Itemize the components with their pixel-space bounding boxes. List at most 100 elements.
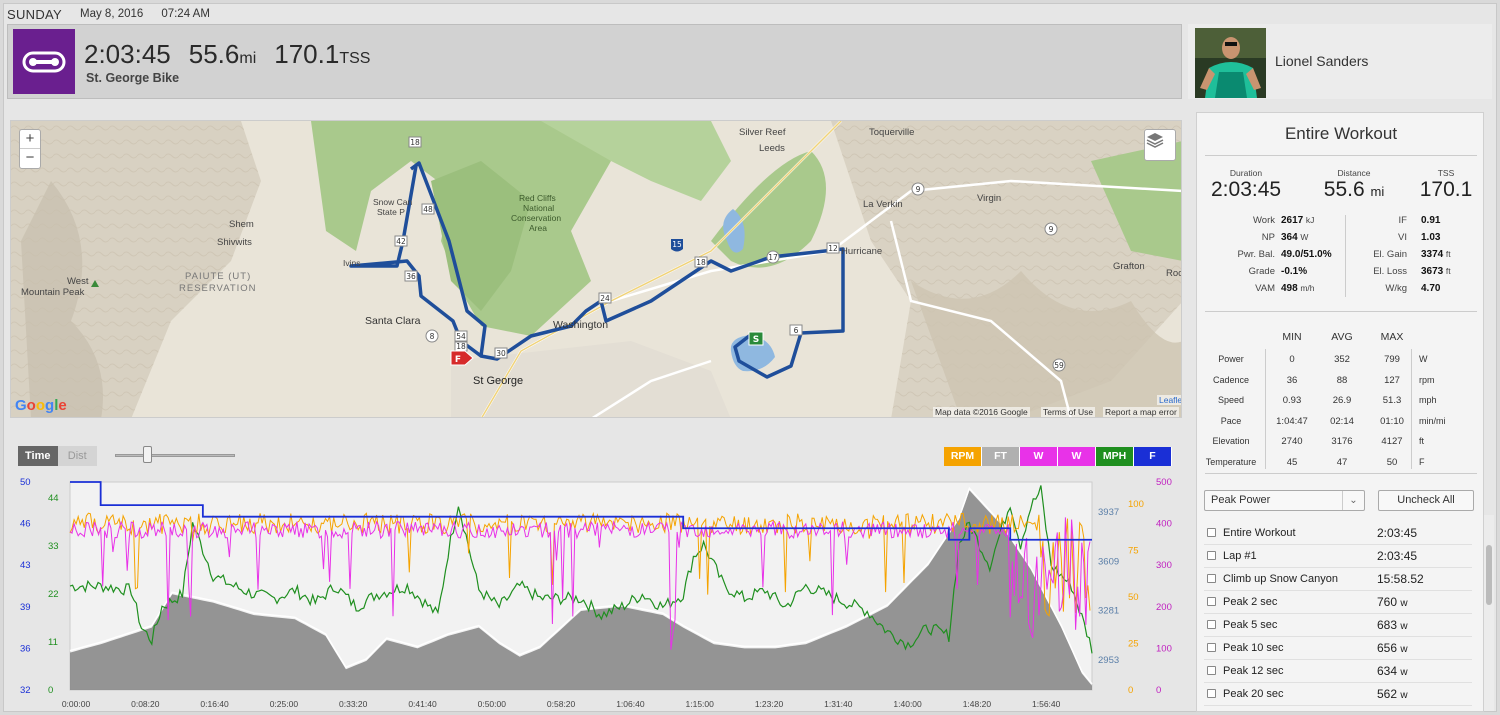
range-checkbox[interactable] [1207, 643, 1216, 652]
metric-max: 50 [1386, 456, 1398, 468]
range-value: 15:58.52 [1377, 572, 1424, 586]
smoothing-slider-track[interactable] [115, 454, 235, 457]
range-checkbox[interactable] [1207, 574, 1216, 583]
range-name: Peak 10 sec [1223, 642, 1284, 654]
metric-avg: 47 [1336, 456, 1348, 468]
svg-text:F: F [455, 355, 461, 365]
stat-label: W/kg [1385, 283, 1407, 294]
axis-cadence-tick: 100 [1128, 499, 1144, 510]
map-label: Virgin [977, 193, 1002, 204]
map-label: National [523, 203, 555, 213]
finish-marker: F [450, 350, 474, 366]
zoom-out-button[interactable]: − [25, 149, 35, 166]
legend-watts-2[interactable]: W [1058, 447, 1096, 466]
route-line [349, 161, 845, 379]
range-checkbox[interactable] [1207, 666, 1216, 675]
dist-toggle[interactable]: Dist [57, 446, 97, 466]
axis-temp-tick: 46 [20, 519, 31, 530]
metric-unit: rpm [1419, 374, 1435, 385]
range-checkbox[interactable] [1207, 528, 1216, 537]
stat-value: 3374 ft [1421, 249, 1451, 260]
day-label: SUNDAY [7, 6, 63, 22]
x-tick-label: 0:25:00 [270, 699, 299, 709]
x-tick-label: 0:58:20 [547, 699, 576, 709]
metric-unit: W [1419, 354, 1428, 364]
range-row[interactable]: Entire Workout 2:03:45 [1204, 523, 1472, 545]
summary-tss: TSS 170.1 [1411, 168, 1481, 202]
terms-link[interactable]: Terms of Use [1041, 407, 1096, 417]
axis-speed-tick: 0 [48, 685, 53, 696]
range-row[interactable]: Lap #1 2:03:45 [1204, 546, 1472, 568]
metric-max: 51.3 [1382, 395, 1402, 406]
workout-chart[interactable]: 50 46 43 39 36 32 44 33 22 11 0 3937 3609 3281 2953 100… [10, 472, 1182, 712]
range-row[interactable]: Peak 10 sec 656 w [1204, 638, 1472, 660]
x-tick-label: 1:31:40 [824, 699, 853, 709]
svg-text:12: 12 [828, 244, 838, 253]
workout-title[interactable]: St. George Bike [86, 71, 180, 85]
map-label: Snow Can [373, 197, 413, 207]
range-row[interactable]: Peak 12 sec 634 w [1204, 661, 1472, 683]
metric-name: Cadence [1212, 374, 1250, 385]
map-label: St George [473, 375, 524, 387]
bike-chain-icon[interactable] [13, 29, 75, 94]
athlete-name[interactable]: Lionel Sanders [1275, 53, 1369, 69]
layers-icon[interactable] [1144, 129, 1176, 161]
range-type-dropdown[interactable]: Peak Power ⌄ [1204, 490, 1365, 511]
range-checkbox[interactable] [1207, 620, 1216, 629]
headline-tss-unit: TSS [339, 50, 371, 67]
route-map[interactable]: 18 48 42 36 8 54 18 30 24 15 18 12 9 9 6… [10, 120, 1182, 418]
legend-mph[interactable]: MPH [1096, 447, 1134, 466]
range-row[interactable]: Peak 2 sec 760 w [1204, 592, 1472, 614]
axis-speed-tick: 22 [48, 589, 59, 600]
range-checkbox[interactable] [1207, 597, 1216, 606]
google-logo: Google [15, 397, 67, 414]
range-checkbox[interactable] [1207, 551, 1216, 560]
map-label: Shivwits [217, 237, 252, 248]
axis-power-tick: 400 [1156, 519, 1172, 530]
avatar[interactable] [1195, 28, 1266, 98]
legend-rpm[interactable]: RPM [944, 447, 982, 466]
map-label: Santa Clara [365, 315, 421, 327]
map-label: Hurricane [841, 246, 883, 257]
zoom-in-button[interactable]: + [20, 130, 40, 149]
smoothing-slider-handle[interactable] [143, 446, 152, 463]
map-label: Area [529, 223, 547, 233]
ranges-scrollbar[interactable] [1484, 515, 1494, 711]
summary-distance: Distance 55.6 mi [1309, 168, 1399, 202]
metric-min: 0 [1289, 354, 1295, 365]
map-label: Red Cliffs [519, 193, 556, 203]
range-value: 760 w [1377, 595, 1408, 609]
stat-value: 3673 ft [1421, 266, 1451, 277]
workout-headline: 2:03:45 55.6 mi 170.1 TSS [84, 39, 370, 70]
svg-text:17: 17 [768, 253, 778, 262]
metric-name: Temperature [1205, 456, 1257, 467]
range-name: Peak 20 sec [1223, 688, 1284, 700]
range-name: Climb up Snow Canyon [1223, 573, 1338, 585]
summary-label: TSS [1437, 168, 1455, 178]
scrollbar-thumb[interactable] [1486, 545, 1492, 605]
x-tick-label: 0:50:00 [478, 699, 507, 709]
map-data-label: Map data ©2016 Google [933, 407, 1030, 417]
series-speed [69, 485, 1093, 654]
range-row[interactable]: Climb up Snow Canyon 15:58.52 [1204, 569, 1472, 591]
map-label: Toquerville [869, 127, 915, 138]
range-checkbox[interactable] [1207, 689, 1216, 698]
leaflet-link[interactable]: Leaflet [1157, 395, 1181, 405]
axis-power-tick: 300 [1156, 560, 1172, 571]
range-value: 2:03:45 [1377, 549, 1418, 563]
axis-elevation-tick: 3937 [1098, 507, 1119, 518]
range-row[interactable]: Peak 5 sec 683 w [1204, 615, 1472, 637]
range-value: 562 w [1377, 687, 1408, 701]
uncheck-all-button[interactable]: Uncheck All [1378, 490, 1474, 511]
report-error-link[interactable]: Report a map error [1103, 407, 1179, 417]
legend-temp[interactable]: F [1134, 447, 1172, 466]
time-toggle[interactable]: Time [18, 446, 58, 466]
legend-watts[interactable]: W [1020, 447, 1058, 466]
date-row: SUNDAY May 8, 2016 07:24 AM [7, 6, 210, 22]
svg-text:48: 48 [423, 205, 433, 214]
map-label: Shem [229, 219, 254, 230]
legend-ft[interactable]: FT [982, 447, 1020, 466]
stat-value: 498 m/h [1281, 283, 1315, 294]
metric-name: Pace [1220, 415, 1242, 426]
range-row[interactable]: Peak 20 sec 562 w [1204, 684, 1472, 706]
